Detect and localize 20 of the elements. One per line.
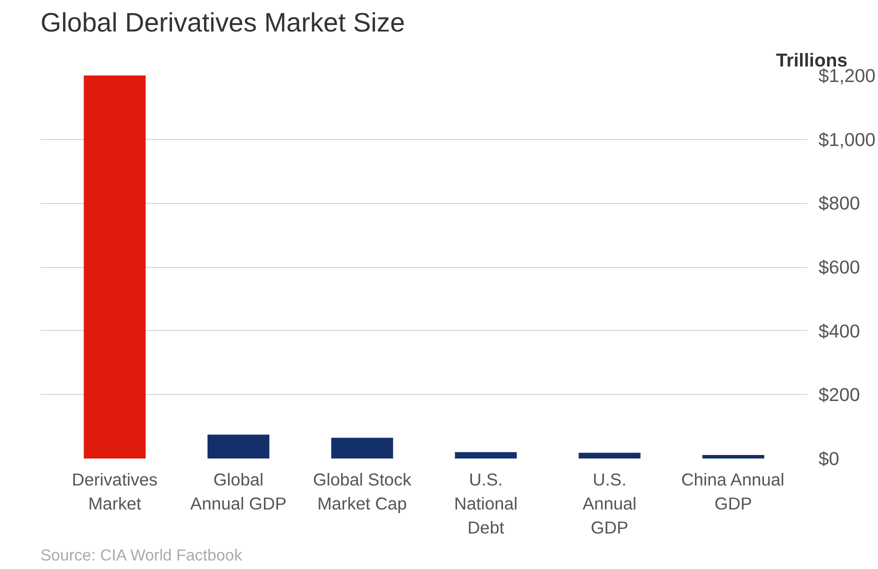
x-tick-label: U.S. National Debt	[454, 470, 518, 538]
chart-title: Global Derivatives Market Size	[40, 8, 405, 38]
x-tick-label: Derivatives Market	[72, 470, 158, 514]
bar	[702, 454, 764, 458]
x-tick-label: U.S. Annual GDP	[582, 470, 637, 538]
y-tick-label: $600	[818, 256, 860, 278]
y-tick-label: $800	[818, 192, 860, 214]
x-tick-label: China Annual GDP	[681, 470, 784, 514]
bar	[208, 434, 270, 458]
bar	[578, 452, 640, 458]
bar	[84, 76, 146, 458]
x-tick-label: Global Stock Market Cap	[313, 470, 412, 514]
bar	[331, 438, 394, 458]
x-tick-label: Global Annual GDP	[190, 470, 287, 514]
y-tick-label: $1,000	[818, 128, 876, 150]
y-tick-label: $200	[818, 384, 860, 406]
bar	[454, 452, 517, 458]
y-tick-label: $0	[818, 448, 840, 469]
source-note: Source: CIA World Factbook	[40, 548, 244, 564]
y-tick-label: $400	[818, 320, 860, 342]
